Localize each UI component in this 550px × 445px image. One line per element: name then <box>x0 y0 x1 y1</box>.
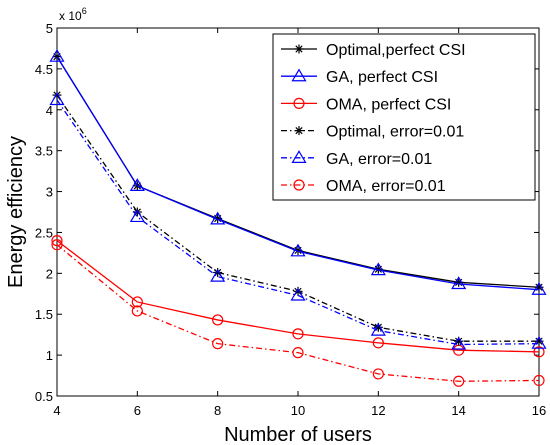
star-marker <box>294 126 304 136</box>
legend-label: Optimal, error=0.01 <box>326 124 464 141</box>
triangle-marker <box>451 336 467 350</box>
circle-marker <box>533 346 545 358</box>
legend-item: Optimal, error=0.01 <box>281 124 464 141</box>
triangle-marker <box>290 243 306 257</box>
circle-marker <box>51 239 63 251</box>
y-axis-label: Energy efficiency <box>5 136 27 288</box>
triangle-marker <box>531 335 547 349</box>
triangle-marker <box>370 322 386 336</box>
series-2 <box>49 48 547 295</box>
triangle-marker <box>531 282 547 295</box>
y-tick-label: 1 <box>46 348 53 363</box>
y-tick-label: 2.5 <box>35 225 53 240</box>
triangle-marker <box>129 209 145 223</box>
x-tick-label: 14 <box>451 403 465 418</box>
circle-marker <box>51 235 63 247</box>
legend-item: OMA, perfect CSI <box>281 96 451 113</box>
circle-marker <box>131 305 143 317</box>
y-tick-label: 0.5 <box>35 389 53 404</box>
y-tick-label: 3.5 <box>35 144 53 159</box>
y-multiplier-label: x 106 <box>59 6 87 23</box>
legend-item: Optimal,perfect CSI <box>281 42 466 59</box>
triangle-marker <box>291 68 307 82</box>
x-axis-label: Number of users <box>224 424 372 445</box>
x-tick-label: 4 <box>53 403 60 418</box>
triangle-marker <box>291 150 307 163</box>
legend-label: GA, error=0.01 <box>326 151 432 168</box>
x-tick-label: 6 <box>134 403 141 418</box>
legend-box <box>272 33 536 201</box>
legend-item: GA, perfect CSI <box>281 68 438 86</box>
triangle-marker <box>370 262 386 276</box>
legend: Optimal,perfect CSI GA, perfect CSI OMA, p… <box>272 33 536 201</box>
triangle-marker <box>290 287 306 301</box>
circle-marker <box>372 337 384 349</box>
triangle-marker <box>129 178 145 191</box>
triangle-marker <box>49 48 65 62</box>
legend-item: OMA, error=0.01 <box>281 178 446 195</box>
y-multiplier-exponent: 6 <box>82 6 87 16</box>
y-tick-label: 3 <box>46 185 53 200</box>
legend-label: Optimal,perfect CSI <box>326 42 466 59</box>
y-tick-label: 1.5 <box>35 307 53 322</box>
star-marker <box>454 336 464 346</box>
circle-marker <box>372 368 384 380</box>
x-tick-label: 10 <box>291 403 305 418</box>
circle-marker <box>212 338 224 350</box>
triangle-marker <box>210 211 226 225</box>
series-line <box>56 244 540 382</box>
circle-marker <box>131 296 143 308</box>
legend-label: OMA, error=0.01 <box>326 178 446 195</box>
series-5 <box>49 92 547 350</box>
y-tick-label: 5 <box>46 21 53 36</box>
y-tick-label: 4.5 <box>35 62 53 77</box>
y-tick-label: 4 <box>46 103 53 118</box>
triangle-marker <box>451 276 467 290</box>
triangle-marker <box>210 268 226 282</box>
circle-marker <box>453 375 465 387</box>
circle-marker <box>292 347 304 359</box>
triangle-marker <box>49 92 65 106</box>
series-line <box>56 99 540 346</box>
x-tick-label: 12 <box>371 403 385 418</box>
series-3 <box>51 235 545 358</box>
x-tick-label: 8 <box>214 403 221 418</box>
circle-marker <box>293 97 305 110</box>
circle-marker <box>533 374 545 387</box>
legend-label: GA, perfect CSI <box>326 69 438 86</box>
series-line <box>56 240 540 353</box>
x-tick-label: 16 <box>532 403 546 418</box>
legend-label: OMA, perfect CSI <box>326 96 451 113</box>
circle-marker <box>293 179 305 191</box>
circle-marker <box>212 314 224 326</box>
star-marker <box>294 44 304 54</box>
circle-marker <box>292 328 304 340</box>
series-6 <box>51 239 545 387</box>
y-tick-label: 2 <box>46 266 53 281</box>
legend-item: GA, error=0.01 <box>281 150 432 168</box>
series-line <box>56 56 540 291</box>
